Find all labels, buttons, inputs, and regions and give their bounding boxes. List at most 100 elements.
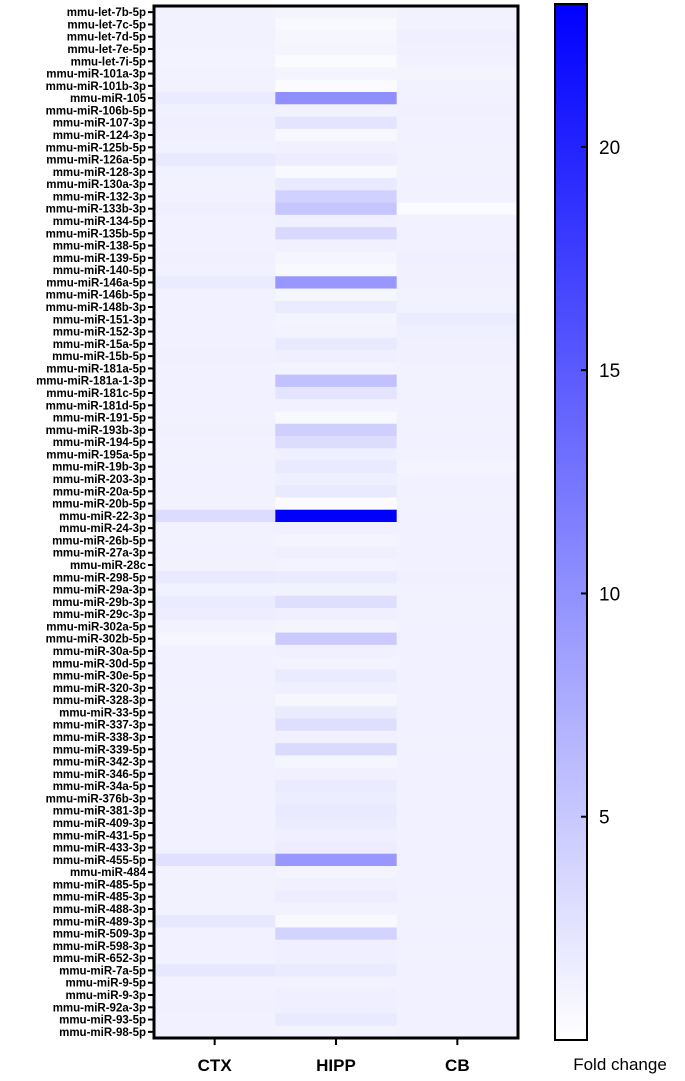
row-label: mmu-miR-9-3p bbox=[65, 990, 146, 1002]
heatmap-cell bbox=[275, 608, 398, 621]
heatmap-cell bbox=[396, 251, 519, 265]
heatmap-cell bbox=[154, 423, 276, 437]
row-label: mmu-miR-29b-3p bbox=[52, 597, 146, 609]
row-label: mmu-miR-431-5p bbox=[53, 830, 146, 842]
heatmap-cell bbox=[396, 915, 519, 928]
heatmap-cell bbox=[396, 522, 519, 535]
heatmap-cell bbox=[275, 743, 398, 756]
heatmap-cell bbox=[154, 546, 276, 560]
heatmap-cell bbox=[154, 251, 276, 265]
row-label: mmu-miR-20b-5p bbox=[52, 499, 146, 511]
heatmap-cell bbox=[396, 6, 519, 19]
row-label: mmu-miR-485-3p bbox=[53, 892, 146, 904]
heatmap-cell bbox=[396, 276, 519, 290]
row-label: mmu-miR-342-3p bbox=[53, 757, 146, 769]
row-label: mmu-miR-194-5p bbox=[53, 437, 146, 449]
heatmap-cell bbox=[154, 18, 276, 32]
heatmap-cell bbox=[154, 325, 276, 339]
heatmap-cell bbox=[154, 583, 276, 597]
heatmap-cell bbox=[275, 706, 398, 720]
heatmap-cell bbox=[275, 632, 398, 646]
heatmap-cell bbox=[396, 448, 519, 462]
heatmap-cell bbox=[154, 780, 276, 793]
heatmap-cell bbox=[154, 386, 276, 400]
heatmap-cell bbox=[396, 657, 519, 670]
heatmap-cell bbox=[275, 423, 398, 437]
row-label: mmu-miR-193b-3p bbox=[46, 425, 146, 437]
heatmap-cell bbox=[154, 448, 276, 462]
heatmap-cell bbox=[154, 964, 276, 978]
row-label: mmu-miR-484 bbox=[70, 867, 147, 879]
heatmap-cell bbox=[396, 436, 519, 449]
heatmap-cell bbox=[396, 829, 519, 842]
heatmap-cell bbox=[154, 153, 276, 167]
heatmap-cell bbox=[396, 227, 519, 240]
heatmap-cell bbox=[396, 79, 519, 93]
heatmap-cell bbox=[275, 571, 398, 584]
heatmap-cell bbox=[275, 214, 398, 228]
row-label: mmu-miR-376b-3p bbox=[46, 793, 146, 805]
heatmap-cell bbox=[396, 927, 519, 941]
colorbar bbox=[554, 3, 588, 1041]
row-label: mmu-miR-30d-5p bbox=[52, 658, 146, 670]
heatmap-cell bbox=[275, 325, 398, 339]
heatmap-cell bbox=[154, 497, 276, 511]
heatmap-cell bbox=[275, 780, 398, 793]
row-label: mmu-miR-101b-3p bbox=[46, 81, 146, 93]
colorbar-tick-label: 20 bbox=[599, 138, 620, 159]
heatmap-cell bbox=[275, 767, 398, 781]
heatmap-cell bbox=[396, 30, 519, 44]
row-label: mmu-miR-320-3p bbox=[53, 683, 146, 695]
row-label: mmu-miR-130a-3p bbox=[46, 179, 146, 191]
row-label: mmu-miR-485-5p bbox=[53, 879, 146, 891]
row-label: mmu-miR-138-5p bbox=[53, 241, 146, 253]
row-label: mmu-miR-509-3p bbox=[53, 929, 146, 941]
heatmap-cell bbox=[154, 767, 276, 781]
heatmap-cells bbox=[154, 6, 519, 1039]
heatmap-cell bbox=[396, 694, 519, 707]
heatmap-cell bbox=[396, 67, 519, 81]
heatmap-cell bbox=[396, 104, 519, 118]
heatmap-cell bbox=[154, 804, 276, 818]
heatmap-cell bbox=[396, 141, 519, 154]
heatmap-cell bbox=[396, 534, 519, 548]
heatmap-cell bbox=[154, 915, 276, 928]
heatmap-cell bbox=[275, 276, 398, 290]
heatmap-cell bbox=[154, 30, 276, 44]
row-label: mmu-miR-19b-3p bbox=[52, 462, 146, 474]
heatmap-cell bbox=[275, 362, 398, 376]
row-label: mmu-miR-302a-5p bbox=[46, 621, 146, 633]
heatmap-cell bbox=[275, 288, 398, 302]
row-label: mmu-miR-328-3p bbox=[53, 695, 146, 707]
row-label: mmu-miR-105 bbox=[70, 93, 147, 105]
heatmap-cell bbox=[275, 42, 398, 56]
heatmap-cell bbox=[275, 141, 398, 154]
row-label: mmu-miR-30a-5p bbox=[53, 646, 146, 658]
heatmap-cell bbox=[396, 399, 519, 412]
heatmap-cell bbox=[396, 878, 519, 892]
row-label: mmu-miR-181a-1-3p bbox=[36, 376, 146, 388]
heatmap-cell bbox=[396, 325, 519, 339]
heatmap-cell bbox=[396, 866, 519, 879]
row-label: mmu-miR-152-3p bbox=[53, 327, 146, 339]
row-label: mmu-miR-191-5p bbox=[53, 413, 146, 425]
heatmap-cell bbox=[396, 816, 519, 830]
heatmap-cell bbox=[275, 890, 398, 904]
heatmap-cell bbox=[154, 608, 276, 621]
heatmap-cell bbox=[154, 337, 276, 351]
column-label: CB bbox=[445, 1056, 470, 1075]
heatmap-cell bbox=[396, 337, 519, 351]
heatmap-cell bbox=[275, 116, 398, 130]
heatmap-cell bbox=[396, 558, 519, 572]
heatmap-cell bbox=[154, 485, 276, 498]
row-label: mmu-let-7b-5p bbox=[67, 7, 146, 19]
heatmap-cell bbox=[154, 522, 276, 535]
row-label: mmu-miR-124-3p bbox=[53, 130, 146, 142]
heatmap-cell bbox=[154, 669, 276, 683]
heatmap-cell bbox=[275, 730, 398, 744]
row-label: mmu-miR-106b-5p bbox=[46, 105, 146, 117]
heatmap-cell bbox=[154, 399, 276, 412]
heatmap-cell bbox=[154, 632, 276, 646]
row-label: mmu-miR-33-5p bbox=[59, 707, 146, 719]
